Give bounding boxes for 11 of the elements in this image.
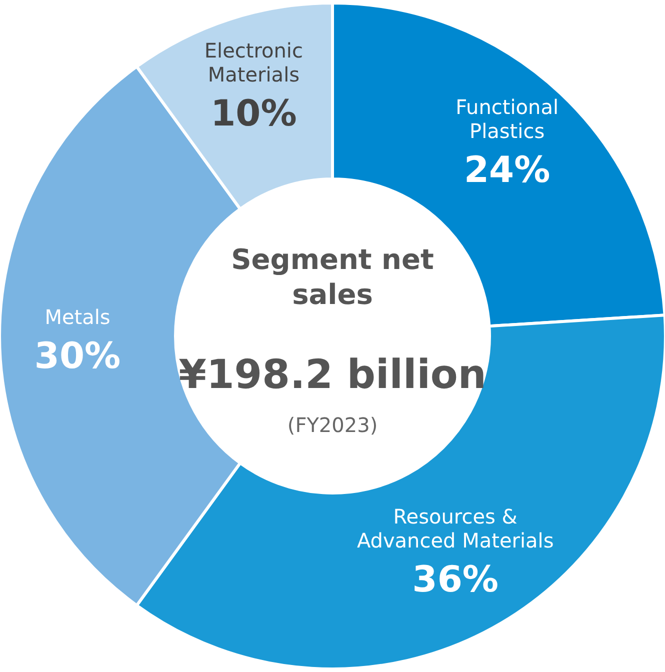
data-label: 24% <box>464 150 550 192</box>
data-label: 10% <box>210 93 297 134</box>
slice-label: Functional Plastics <box>456 95 559 144</box>
text: ¥198.2 billion <box>178 352 486 398</box>
slice-label: Metals <box>44 305 110 329</box>
text: (FY2023) <box>287 413 378 437</box>
slice-label: Resources & Advanced Materials <box>356 504 554 552</box>
data-label: 36% <box>412 559 498 600</box>
data-label: 30% <box>34 336 121 377</box>
slice-label: Electronic Materials <box>204 38 303 86</box>
text: Segment net sales <box>231 243 434 311</box>
